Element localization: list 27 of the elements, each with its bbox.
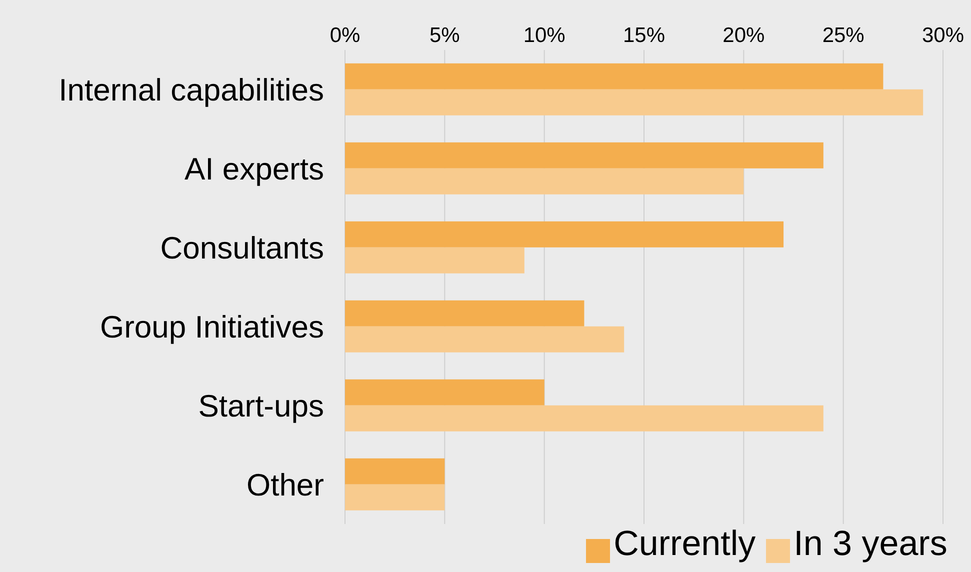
y-tick-label: Internal capabilities	[58, 72, 324, 108]
x-tick-label: 10%	[523, 24, 566, 47]
bar	[345, 63, 884, 90]
bar	[345, 326, 624, 352]
bar	[345, 300, 584, 326]
bar	[345, 247, 524, 274]
bar	[345, 168, 744, 194]
y-tick-label: Consultants	[160, 230, 324, 266]
legend-label: Currently	[614, 524, 756, 563]
x-tick-label: 25%	[822, 24, 864, 47]
bar	[345, 405, 824, 432]
x-tick-label: 5%	[429, 24, 460, 47]
y-tick-label: Other	[246, 468, 324, 503]
y-tick-label: Start-ups	[198, 388, 324, 424]
y-tick-label: Group Initiatives	[100, 310, 324, 345]
bar	[345, 458, 445, 484]
x-tick-label: 30%	[922, 24, 964, 47]
x-tick-label: 15%	[622, 24, 666, 47]
legend-label: In 3 years	[794, 524, 948, 563]
bar	[345, 221, 784, 248]
x-tick-label: 20%	[722, 24, 765, 47]
bar	[345, 89, 924, 116]
bar	[345, 142, 824, 168]
bar	[345, 379, 544, 406]
x-tick-label: 0%	[330, 24, 360, 47]
y-tick-label: AI experts	[184, 152, 324, 187]
bar	[345, 484, 445, 510]
